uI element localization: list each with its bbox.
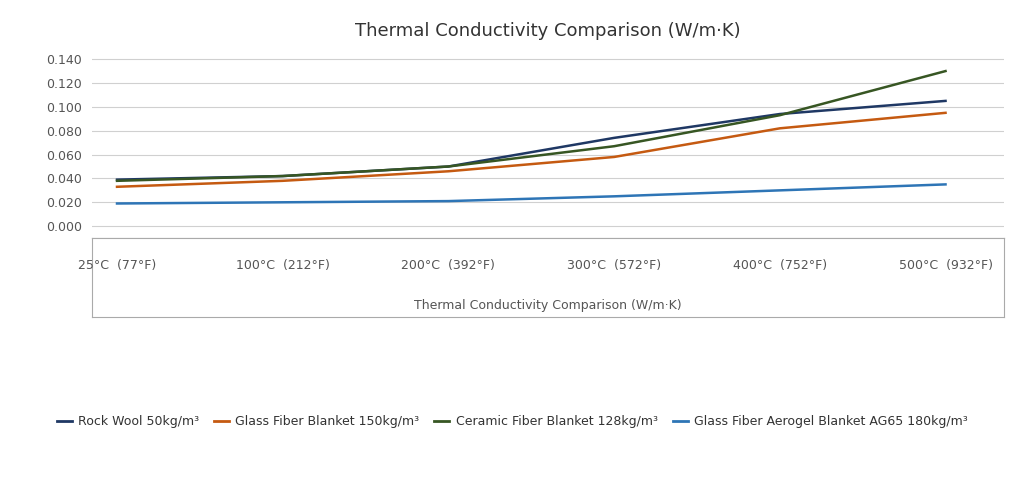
Glass Fiber Aerogel Blanket AG65 180kg/m³ xyxy=(442,198,455,204)
Line: Glass Fiber Aerogel Blanket AG65 180kg/m³: Glass Fiber Aerogel Blanket AG65 180kg/m… xyxy=(117,185,945,203)
Title: Thermal Conductivity Comparison (W/m·K): Thermal Conductivity Comparison (W/m·K) xyxy=(355,22,740,40)
Rock Wool 50kg/m³ xyxy=(939,98,951,104)
Ceramic Fiber Blanket 128kg/m³ xyxy=(111,178,123,184)
Glass Fiber Blanket 150kg/m³ xyxy=(939,110,951,116)
Glass Fiber Aerogel Blanket AG65 180kg/m³ xyxy=(111,200,123,206)
Text: 400°C  (752°F): 400°C (752°F) xyxy=(733,259,827,272)
Ceramic Fiber Blanket 128kg/m³ xyxy=(442,164,455,170)
Text: 300°C  (572°F): 300°C (572°F) xyxy=(567,259,662,272)
Rock Wool 50kg/m³ xyxy=(442,164,455,170)
Rock Wool 50kg/m³ xyxy=(276,173,289,179)
Glass Fiber Aerogel Blanket AG65 180kg/m³ xyxy=(276,199,289,205)
Text: 25°C  (77°F): 25°C (77°F) xyxy=(78,259,156,272)
Line: Glass Fiber Blanket 150kg/m³: Glass Fiber Blanket 150kg/m³ xyxy=(117,113,945,187)
Glass Fiber Aerogel Blanket AG65 180kg/m³ xyxy=(774,187,786,193)
Ceramic Fiber Blanket 128kg/m³ xyxy=(939,68,951,74)
Glass Fiber Blanket 150kg/m³ xyxy=(111,184,123,190)
Text: 100°C  (212°F): 100°C (212°F) xyxy=(236,259,330,272)
Ceramic Fiber Blanket 128kg/m³ xyxy=(276,173,289,179)
Line: Ceramic Fiber Blanket 128kg/m³: Ceramic Fiber Blanket 128kg/m³ xyxy=(117,71,945,181)
Rock Wool 50kg/m³ xyxy=(608,135,621,141)
Glass Fiber Blanket 150kg/m³ xyxy=(442,168,455,174)
Ceramic Fiber Blanket 128kg/m³ xyxy=(774,112,786,118)
Text: 500°C  (932°F): 500°C (932°F) xyxy=(898,259,992,272)
Legend: Rock Wool 50kg/m³, Glass Fiber Blanket 150kg/m³, Ceramic Fiber Blanket 128kg/m³,: Rock Wool 50kg/m³, Glass Fiber Blanket 1… xyxy=(51,410,973,433)
Rock Wool 50kg/m³ xyxy=(774,111,786,117)
Glass Fiber Aerogel Blanket AG65 180kg/m³ xyxy=(608,193,621,199)
Text: Thermal Conductivity Comparison (W/m·K): Thermal Conductivity Comparison (W/m·K) xyxy=(414,299,682,312)
Glass Fiber Blanket 150kg/m³ xyxy=(276,178,289,184)
Rock Wool 50kg/m³ xyxy=(111,177,123,183)
Glass Fiber Aerogel Blanket AG65 180kg/m³ xyxy=(939,182,951,187)
Glass Fiber Blanket 150kg/m³ xyxy=(608,154,621,160)
Ceramic Fiber Blanket 128kg/m³ xyxy=(608,143,621,149)
Glass Fiber Blanket 150kg/m³ xyxy=(774,125,786,131)
Line: Rock Wool 50kg/m³: Rock Wool 50kg/m³ xyxy=(117,101,945,180)
Text: 200°C  (392°F): 200°C (392°F) xyxy=(401,259,496,272)
